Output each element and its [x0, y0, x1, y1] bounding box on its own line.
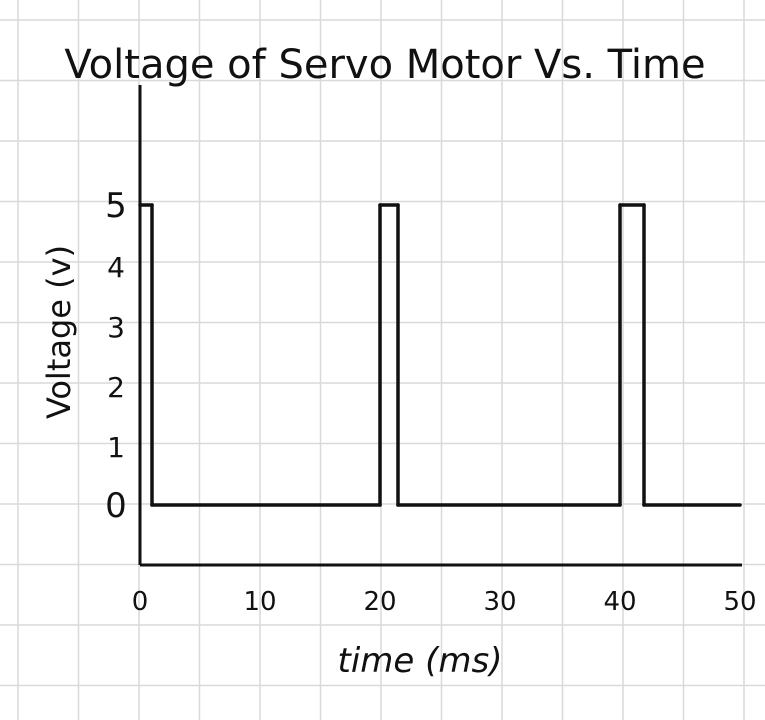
y-axis-label: Voltage (v) [40, 245, 78, 419]
y-tick-label: 2 [107, 371, 125, 404]
x-tick-labels: 0 10 20 30 40 50 [132, 587, 757, 617]
x-axis-label: time (ms) [338, 641, 503, 681]
y-tick-label: 5 [105, 186, 127, 226]
x-tick-label: 20 [363, 587, 396, 617]
y-tick-labels: 0 1 2 3 4 5 [105, 186, 127, 526]
x-tick-label: 50 [723, 587, 756, 617]
y-tick-label: 4 [107, 251, 125, 284]
x-tick-label: 40 [603, 587, 636, 617]
y-tick-label: 3 [107, 311, 125, 344]
chart-title: Voltage of Servo Motor Vs. Time [64, 42, 705, 88]
series-group [138, 203, 742, 507]
x-tick-label: 10 [243, 587, 276, 617]
y-tick-label: 0 [105, 486, 127, 526]
y-tick-label: 1 [107, 431, 125, 464]
x-tick-label: 0 [132, 587, 149, 617]
x-tick-label: 30 [483, 587, 516, 617]
